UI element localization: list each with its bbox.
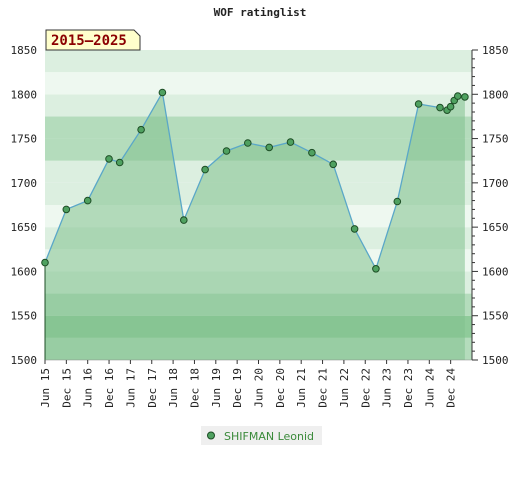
y-tick-label-right: 1550 bbox=[482, 310, 509, 323]
series-markers bbox=[41, 88, 469, 273]
x-tick-label: Dec 18 bbox=[188, 368, 201, 408]
data-point bbox=[244, 139, 252, 147]
x-tick-label: Jun 19 bbox=[210, 368, 223, 408]
data-point bbox=[62, 205, 71, 214]
y-tick-label-right: 1800 bbox=[482, 88, 509, 101]
data-point bbox=[180, 216, 188, 224]
y-tick-label-left: 1550 bbox=[11, 310, 38, 323]
range-label-box: 2015–2025 bbox=[45, 29, 141, 51]
range-label: 2015–2025 bbox=[51, 33, 127, 49]
series-area-fill bbox=[45, 92, 465, 360]
y-tick-label-right: 1650 bbox=[482, 221, 509, 234]
data-point bbox=[350, 225, 359, 233]
data-point bbox=[137, 125, 145, 134]
x-tick-label: Jun 21 bbox=[295, 368, 308, 408]
background-band bbox=[45, 116, 472, 139]
x-tick-label: Jun 20 bbox=[253, 368, 266, 408]
x-tick-label: Dec 23 bbox=[402, 368, 415, 408]
data-point bbox=[308, 148, 316, 157]
legend: SHIFMAN Leonid bbox=[201, 426, 322, 445]
data-point bbox=[454, 92, 462, 100]
x-tick-label: Dec 22 bbox=[359, 368, 372, 408]
y-tick-label-right: 1700 bbox=[482, 177, 509, 190]
data-point bbox=[105, 155, 113, 163]
data-point bbox=[222, 147, 231, 155]
x-tick-label: Jun 18 bbox=[167, 368, 180, 408]
y-tick-label-right: 1750 bbox=[482, 133, 509, 146]
legend-series-label: SHIFMAN Leonid bbox=[224, 430, 314, 443]
y-tick-label-right: 1500 bbox=[482, 354, 509, 367]
legend-marker bbox=[207, 431, 215, 440]
y-tick-label-right: 1850 bbox=[482, 44, 509, 57]
x-tick-label: Dec 21 bbox=[317, 368, 330, 408]
chart-title: WOF ratinglist bbox=[214, 6, 307, 19]
x-tick-label: Jun 17 bbox=[124, 368, 137, 408]
y-tick-label-left: 1650 bbox=[11, 221, 38, 234]
y-tick-label-right: 1600 bbox=[482, 265, 509, 278]
background-band bbox=[45, 72, 472, 95]
x-tick-label: Dec 17 bbox=[146, 368, 159, 408]
x-tick-label: Jun 22 bbox=[338, 368, 351, 408]
data-point bbox=[414, 100, 423, 108]
x-tick-label: Jun 16 bbox=[82, 368, 95, 408]
data-point bbox=[286, 138, 295, 146]
y-tick-label-left: 1500 bbox=[11, 354, 38, 367]
x-tick-label: Dec 15 bbox=[60, 368, 73, 408]
x-tick-label: Jun 15 bbox=[39, 368, 52, 408]
x-tick-label: Dec 16 bbox=[103, 368, 116, 408]
y-tick-label-left: 1600 bbox=[11, 265, 38, 278]
y-axis-left: 1500 1550 1600 1650 1700 1750 1800 1850 bbox=[11, 44, 38, 367]
x-tick-label: Jun 23 bbox=[381, 368, 394, 408]
data-point bbox=[329, 160, 338, 169]
data-point bbox=[372, 265, 380, 273]
y-tick-label-left: 1800 bbox=[11, 88, 38, 101]
background-band bbox=[45, 50, 472, 73]
data-point bbox=[446, 102, 455, 111]
data-point bbox=[115, 158, 124, 167]
y-tick-label-left: 1750 bbox=[11, 133, 38, 146]
background-band bbox=[45, 94, 472, 117]
x-tick-label: Dec 24 bbox=[445, 368, 458, 408]
data-point bbox=[41, 258, 49, 267]
data-point bbox=[201, 165, 209, 174]
data-point bbox=[393, 197, 402, 206]
y-tick-label-left: 1700 bbox=[11, 177, 38, 190]
y-axis-right: 1500 1550 1600 1650 1700 1750 1800 1850 bbox=[472, 44, 509, 367]
data-point bbox=[461, 93, 469, 101]
y-tick-label-left: 1850 bbox=[11, 44, 38, 57]
x-axis: Jun 15 Dec 15 Jun 16 Dec 16 Jun 17 Dec 17 Jun … bbox=[39, 360, 458, 408]
data-point bbox=[436, 103, 444, 112]
x-tick-label: Dec 20 bbox=[274, 368, 287, 408]
data-point bbox=[158, 88, 167, 97]
data-point bbox=[265, 143, 274, 152]
x-tick-label: Jun 24 bbox=[423, 368, 436, 408]
x-tick-label: Dec 19 bbox=[231, 368, 244, 408]
data-point bbox=[83, 196, 92, 205]
